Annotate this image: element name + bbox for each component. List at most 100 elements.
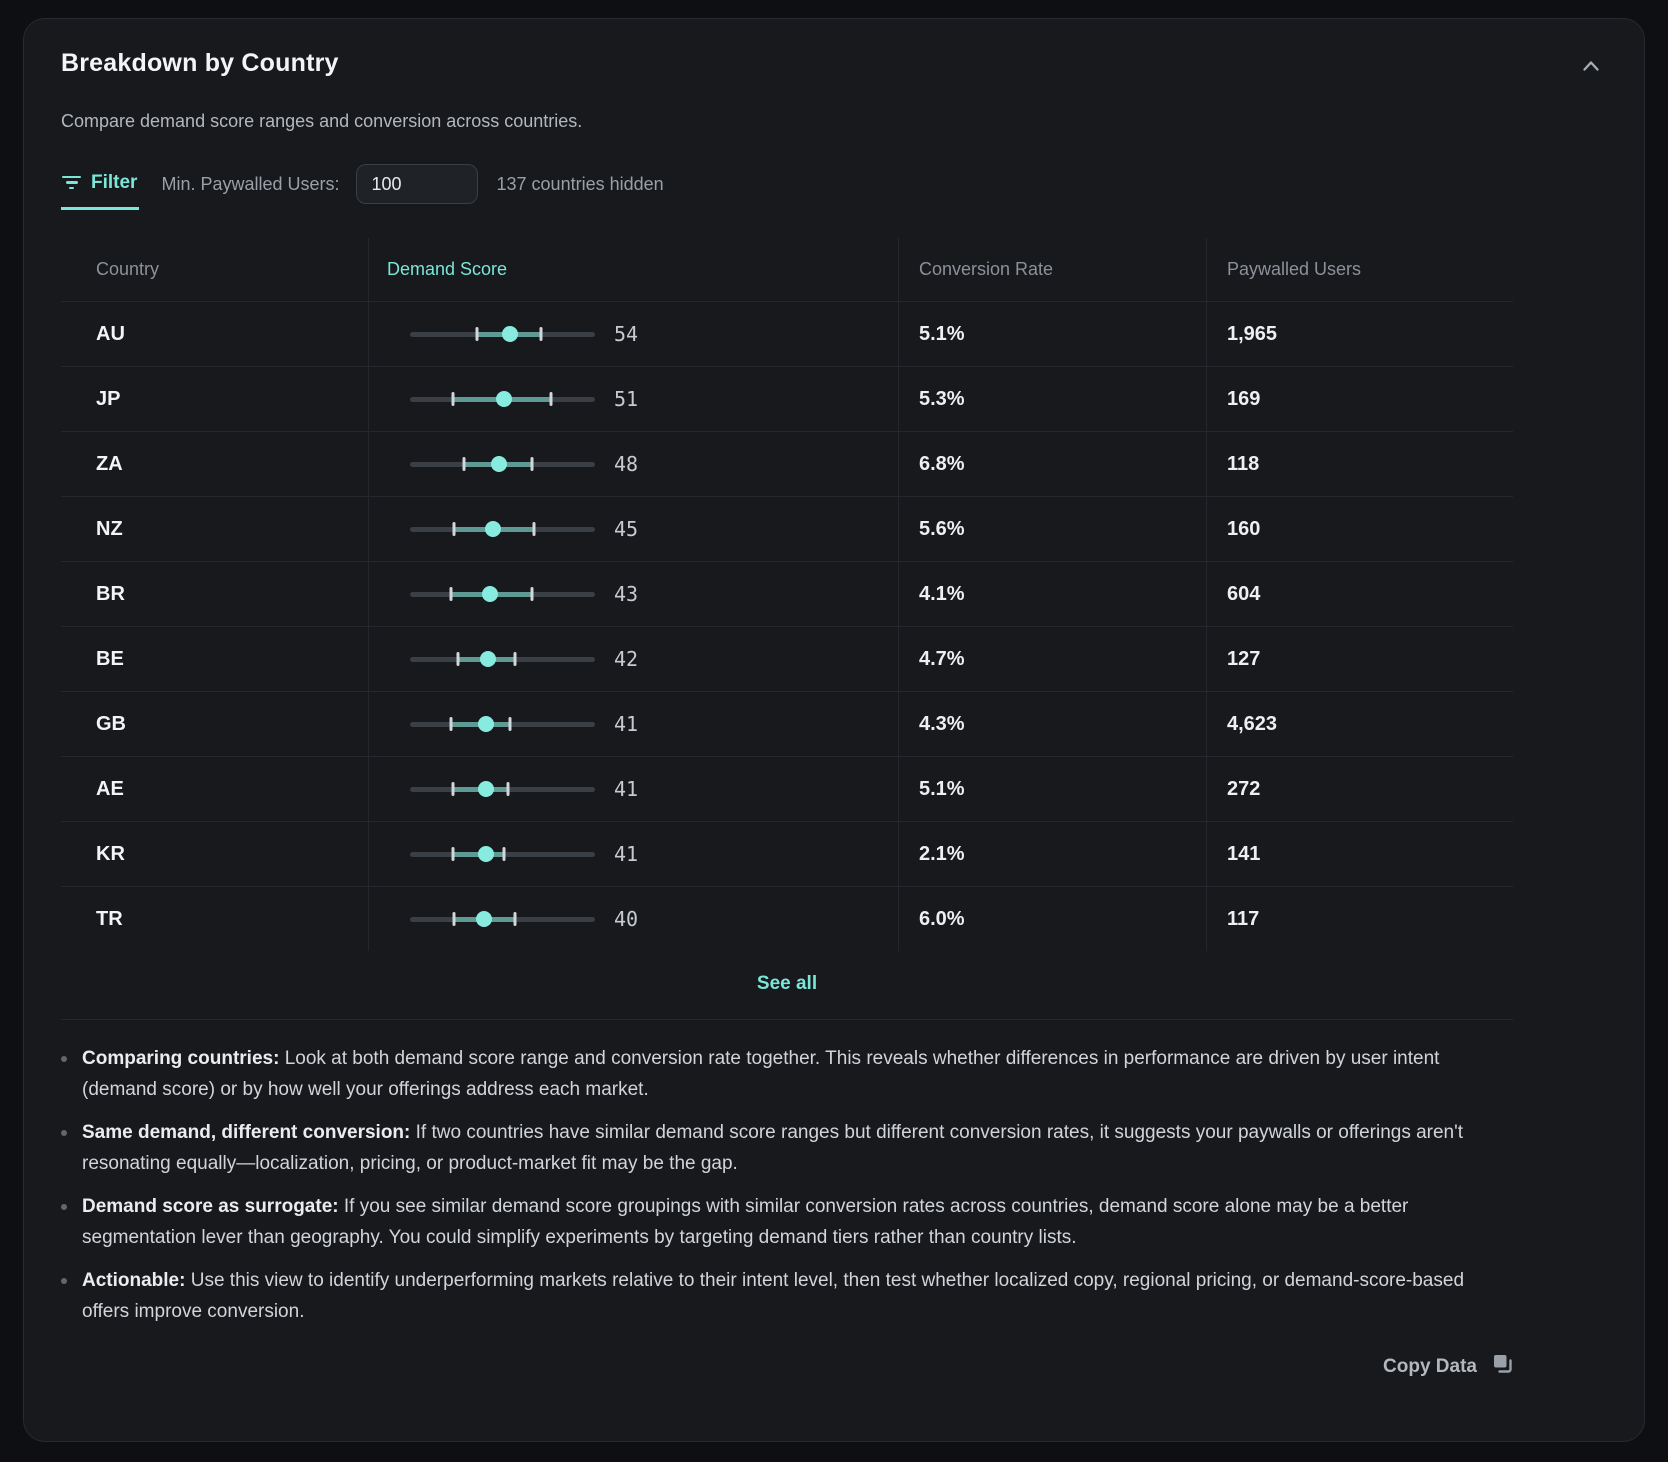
insight-item: Same demand, different conversion: If tw… — [61, 1117, 1513, 1179]
tick-max — [530, 587, 534, 601]
demand-score-cell: 41 — [368, 822, 898, 886]
conversion-cell: 6.8% — [898, 432, 1206, 496]
paywalled-cell: 160 — [1206, 497, 1513, 561]
demand-score-cell: 51 — [368, 367, 898, 431]
insight-lead: Actionable: — [82, 1270, 186, 1291]
tick-max — [532, 522, 536, 536]
tick-min — [451, 847, 455, 861]
conversion-cell: 6.0% — [898, 887, 1206, 951]
see-all-container: See all — [61, 973, 1513, 995]
insight-text: Actionable: Use this view to identify un… — [82, 1265, 1513, 1327]
table-row: NZ 45 5.6% 160 — [61, 496, 1513, 561]
score-dot — [476, 911, 492, 927]
insight-text: Demand score as surrogate: If you see si… — [82, 1191, 1513, 1253]
countries-hidden-note: 137 countries hidden — [496, 173, 664, 194]
demand-score-range-slider — [410, 846, 595, 862]
card-subtitle: Compare demand score ranges and conversi… — [61, 111, 583, 131]
insight-body: Look at both demand score range and conv… — [82, 1048, 1440, 1100]
insight-body: If two countries have similar demand sco… — [82, 1122, 1464, 1174]
demand-score-cell: 54 — [368, 302, 898, 366]
min-paywalled-input[interactable] — [355, 164, 478, 204]
bullet-dot — [61, 1278, 67, 1284]
conversion-cell: 4.7% — [898, 627, 1206, 691]
insight-lead: Same demand, different conversion: — [82, 1122, 411, 1143]
insight-body: Use this view to identify underperformin… — [82, 1270, 1465, 1322]
tick-min — [449, 717, 453, 731]
score-dot — [477, 781, 494, 797]
tick-min — [475, 327, 479, 341]
insight-lead: Demand score as surrogate: — [82, 1196, 339, 1217]
score-dot — [481, 586, 498, 602]
demand-score-cell: 45 — [368, 497, 898, 561]
bullet-dot — [61, 1204, 67, 1210]
country-cell: AE — [96, 777, 124, 800]
conversion-cell: 5.3% — [898, 367, 1206, 431]
country-cell: BE — [96, 647, 124, 670]
divider — [61, 1019, 1513, 1020]
tick-min — [462, 457, 466, 471]
insight-item: Comparing countries: Look at both demand… — [61, 1043, 1513, 1105]
insight-body: If you see similar demand score grouping… — [82, 1196, 1409, 1248]
copy-data-button[interactable]: Copy Data — [1383, 1353, 1513, 1380]
min-paywalled-label: Min. Paywalled Users: — [161, 173, 340, 194]
score-value: 41 — [614, 777, 639, 801]
paywalled-cell: 117 — [1206, 887, 1513, 951]
paywalled-cell: 169 — [1206, 367, 1513, 431]
score-dot — [477, 846, 494, 862]
table-row: AE 41 5.1% 272 — [61, 756, 1513, 821]
copy-data-label: Copy Data — [1383, 1355, 1477, 1377]
filter-tab[interactable]: Filter — [61, 172, 140, 210]
score-value: 54 — [614, 322, 639, 346]
tick-min — [449, 587, 453, 601]
table-row: GB 41 4.3% 4,623 — [61, 691, 1513, 756]
country-cell: NZ — [96, 517, 123, 540]
see-all-link[interactable]: See all — [756, 973, 818, 994]
demand-score-range-slider — [410, 781, 595, 797]
tick-min — [452, 912, 456, 926]
copy-icon — [1492, 1353, 1513, 1380]
demand-score-range-slider — [410, 716, 595, 732]
tick-max — [549, 392, 553, 406]
paywalled-cell: 127 — [1206, 627, 1513, 691]
country-cell: JP — [96, 387, 121, 410]
tick-min — [456, 652, 460, 666]
demand-score-range-slider — [410, 911, 595, 927]
column-header-paywalled-users[interactable]: Paywalled Users — [1206, 238, 1513, 301]
table-row: ZA 48 6.8% 118 — [61, 431, 1513, 496]
conversion-cell: 5.6% — [898, 497, 1206, 561]
filter-funnel-icon — [62, 175, 81, 190]
score-value: 41 — [614, 712, 639, 736]
tick-min — [451, 392, 455, 406]
tick-max — [513, 912, 517, 926]
insight-item: Demand score as surrogate: If you see si… — [61, 1191, 1513, 1253]
tick-max — [539, 327, 543, 341]
column-header-country[interactable]: Country — [96, 259, 160, 279]
country-cell: KR — [96, 842, 125, 865]
demand-score-cell: 42 — [368, 627, 898, 691]
country-cell: BR — [96, 582, 125, 605]
conversion-cell: 4.3% — [898, 692, 1206, 756]
country-cell: TR — [96, 907, 123, 930]
card-header: Breakdown by Country — [61, 49, 1607, 84]
column-header-demand-score[interactable]: Demand Score — [368, 238, 898, 301]
insight-text: Comparing countries: Look at both demand… — [82, 1043, 1513, 1105]
score-dot — [496, 391, 513, 407]
score-value: 42 — [614, 647, 639, 671]
conversion-cell: 5.1% — [898, 302, 1206, 366]
tick-max — [502, 847, 506, 861]
demand-score-cell: 48 — [368, 432, 898, 496]
card-footer: Copy Data — [61, 1353, 1513, 1380]
tick-min — [452, 522, 456, 536]
score-dot — [501, 326, 518, 342]
table-row: TR 40 6.0% 117 — [61, 886, 1513, 951]
demand-score-range-slider — [410, 651, 595, 667]
tick-max — [508, 717, 512, 731]
table-row: KR 41 2.1% 141 — [61, 821, 1513, 886]
collapse-button[interactable] — [1575, 51, 1607, 84]
country-cell: GB — [96, 712, 126, 735]
table-header-row: Country Demand Score Conversion Rate Pay… — [61, 238, 1513, 301]
column-header-conversion-rate[interactable]: Conversion Rate — [898, 238, 1206, 301]
conversion-cell: 4.1% — [898, 562, 1206, 626]
demand-score-range-slider — [410, 586, 595, 602]
demand-score-range-slider — [410, 456, 595, 472]
